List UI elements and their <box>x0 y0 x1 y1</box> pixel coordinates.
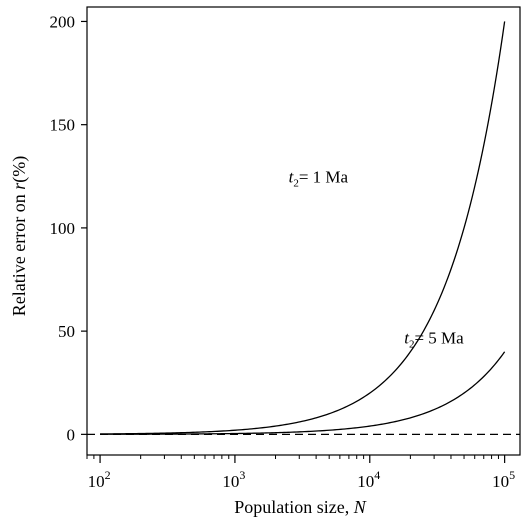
x-axis-label: Population size, N <box>234 497 367 517</box>
annotations-layer: t2= 1 Ma t2= 5 Ma <box>289 167 465 350</box>
curves-layer <box>87 21 520 436</box>
y-tick-label: 200 <box>50 12 76 31</box>
y-tick-label: 150 <box>50 116 76 135</box>
axes-layer: 0 50 100 150 200 102 103 104 105 <box>50 6 521 491</box>
x-tick-label: 103 <box>222 468 245 491</box>
series-line-t1 <box>100 21 506 435</box>
y-tick-label: 0 <box>67 425 76 444</box>
annotation-t5: t2= 5 Ma <box>404 329 464 351</box>
y-axis-label: Relative error on r(%) <box>9 156 30 316</box>
annotation-t1: t2= 1 Ma <box>289 167 349 189</box>
x-tick-label: 104 <box>357 468 380 491</box>
y-tick-label: 50 <box>58 322 75 341</box>
x-tick-label: 105 <box>492 468 515 491</box>
x-tick-label: 102 <box>88 468 111 491</box>
y-tick-label: 100 <box>50 219 76 238</box>
plot-frame <box>86 6 521 456</box>
